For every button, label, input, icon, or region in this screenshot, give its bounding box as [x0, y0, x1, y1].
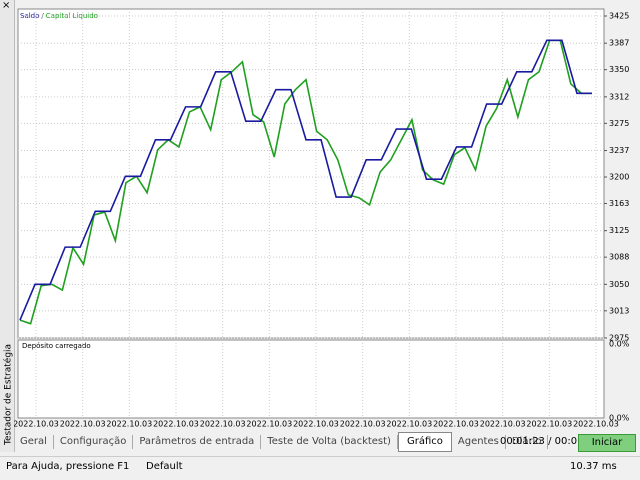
sidebar-svg: Testador de Estratégia [3, 344, 14, 446]
x-tick-label: 2022.10.03 [480, 420, 526, 429]
x-tick-label: 2022.10.03 [153, 420, 199, 429]
legend-entry: Saldo [20, 12, 39, 20]
lower-panel-title: Depósito carregado [22, 342, 91, 350]
help-text: Para Ajuda, pressione F1 [6, 461, 130, 472]
x-tick-label: 2022.10.03 [433, 420, 479, 429]
x-tick-label: 2022.10.03 [200, 420, 246, 429]
x-tick-label: 2022.10.03 [106, 420, 152, 429]
y-tick-label: 3163 [609, 199, 629, 208]
tab[interactable]: Configuração [54, 435, 134, 449]
y-tick-label: 3312 [609, 92, 629, 101]
tab[interactable]: Agentes [452, 435, 506, 449]
status-bar: Para Ajuda, pressione F1 Default 10.37 m… [0, 456, 640, 479]
lower-y-label: 0.0% [609, 414, 630, 423]
main-panel [17, 8, 605, 339]
y-tick-label: 3125 [609, 226, 629, 235]
y-tick-label: 2975 [609, 334, 629, 343]
y-tick-label: 3387 [609, 39, 629, 48]
y-tick-label: 3425 [609, 12, 629, 21]
tab-bar: Geral Configuração Parâmetros de entrada Te… [14, 432, 640, 452]
x-tick-label: 2022.10.03 [246, 420, 292, 429]
tab[interactable]: Diário [506, 435, 549, 449]
legend-entry: Capital Líquido [46, 12, 98, 20]
legend: Saldo/Capital Líquido [20, 12, 98, 20]
x-tick-label: 2022.10.03 [14, 420, 59, 429]
y-tick-label: 3350 [609, 65, 629, 74]
lower-panel [17, 339, 605, 419]
tab[interactable]: Teste de Volta (backtest) [261, 435, 398, 449]
sidebar: × Testador de Estratégia [0, 0, 15, 452]
y-tick-label: 3237 [609, 146, 629, 155]
x-tick-label: 2022.10.03 [386, 420, 432, 429]
latency: 10.37 ms [570, 461, 617, 472]
y-tick-label: 3200 [609, 173, 629, 182]
x-tick-label: 2022.10.03 [293, 420, 339, 429]
sidebar-title: Testador de Estratégia [3, 344, 14, 446]
x-tick-label: 2022.10.03 [60, 420, 106, 429]
close-button[interactable]: × [2, 0, 11, 11]
y-tick-label: 3088 [609, 253, 629, 262]
y-tick-label: 3050 [609, 280, 629, 289]
timer: 00:01:23 / 00:01:52 [500, 436, 600, 447]
x-tick-label: 2022.10.03 [340, 420, 386, 429]
series-line [19, 39, 592, 325]
profile: Default [146, 461, 183, 472]
lower-y-label: 0.0% [609, 340, 630, 349]
x-tick-label: 2022.10.03 [573, 420, 619, 429]
tab[interactable]: Parâmetros de entrada [133, 435, 262, 449]
start-button[interactable]: Iniciar [578, 434, 636, 452]
tab[interactable]: Geral [14, 435, 54, 449]
x-tick-label: 2022.10.03 [526, 420, 572, 429]
chart: Depósito carregado 0.0% 0.0% Saldo/Capit… [14, 8, 630, 429]
y-tick-label: 3013 [609, 306, 629, 315]
series-line [19, 39, 592, 321]
tab[interactable]: Gráfico [397, 432, 452, 452]
y-tick-label: 3275 [609, 119, 629, 128]
